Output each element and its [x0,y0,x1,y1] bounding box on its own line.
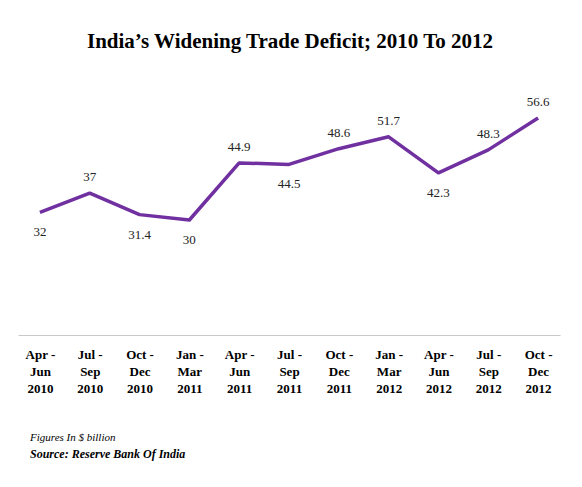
x-tick-label: Jul - Sep 2011 [277,347,302,396]
x-tick-label-line: Jul - [277,347,302,362]
x-tick-label-line: Mar [178,364,203,379]
x-tick: Jul - Sep 2011 [277,335,302,396]
x-axis-line [19,335,561,336]
x-tick-label-line: 2012 [526,381,552,396]
x-tick-label-line: Sep [279,364,299,379]
data-label: 48.3 [477,126,500,141]
data-label: 44.9 [228,139,251,154]
x-tick-label-line: 2011 [177,381,202,396]
data-label: 32 [33,224,46,239]
x-tick-label: Jan - Mar 2011 [176,347,204,396]
x-axis: Apr - Jun 2010 Jul - Sep 2010 Oct - Dec 2010 Jan … [19,335,561,396]
data-label: 44.5 [278,176,301,191]
x-tick-label-line: 2012 [476,381,502,396]
data-label: 51.7 [377,113,400,128]
x-tick-label-line: Dec [130,364,151,379]
x-tick-label-line: Dec [528,364,549,379]
series-line [40,118,538,220]
x-tick-label: Jul - Sep 2010 [77,347,103,396]
x-tick: Apr - Jun 2011 [225,335,255,396]
x-tick-label-line: Oct - [126,347,154,362]
x-tick-label-line: Jul - [78,347,103,362]
x-tick-label-line: Apr - [26,347,56,362]
x-tick-label: Apr - Jun 2010 [26,347,56,396]
x-tick-label-line: 2011 [277,381,302,396]
data-label: 42.3 [427,185,450,200]
data-label: 48.6 [327,125,350,140]
plot-area [40,118,538,220]
x-tick: Oct - Dec 2010 [126,335,154,396]
x-tick-label-line: 2010 [127,381,153,396]
x-tick-label: Jul - Sep 2012 [476,347,502,396]
annotation: Source: Reserve Bank Of India [30,447,185,461]
x-tick: Jan - Mar 2011 [176,335,204,396]
data-label: 37 [83,169,97,184]
x-tick-label-line: Oct - [325,347,353,362]
x-tick-label-line: 2012 [426,381,452,396]
x-tick: Jul - Sep 2012 [476,335,502,396]
x-tick-label-line: Dec [329,364,350,379]
x-tick-label-line: Oct - [525,347,553,362]
x-tick: Apr - Jun 2012 [424,335,454,396]
x-tick-label: Oct - Dec 2011 [325,347,353,396]
x-tick-label-line: 2012 [376,381,402,396]
x-tick-label: Jan - Mar 2012 [375,347,403,396]
x-tick-label: Oct - Dec 2010 [126,347,154,396]
x-tick-label-line: 2010 [27,381,53,396]
x-tick-label: Oct - Dec 2012 [525,347,553,396]
x-tick: Apr - Jun 2010 [26,335,56,396]
x-tick-label-line: Jul - [476,347,501,362]
x-tick-label-line: Jan - [375,347,403,362]
x-tick-label-line: Jun [229,364,251,379]
x-tick-label-line: Apr - [225,347,255,362]
x-tick-label-line: Sep [80,364,100,379]
x-tick-label-line: Jan - [176,347,204,362]
x-tick-label-line: 2010 [77,381,103,396]
title: India’s Widening Trade Deficit; 2010 To … [87,29,493,53]
data-label: 31.4 [128,227,151,242]
x-tick-label-line: Mar [377,364,402,379]
x-tick: Jul - Sep 2010 [77,335,103,396]
x-tick: Oct - Dec 2012 [525,335,553,396]
chart: India’s Widening Trade Deficit; 2010 To … [0,0,582,487]
x-tick-label-line: Jun [428,364,450,379]
annotation: Figures In $ billion [29,431,116,443]
x-tick: Oct - Dec 2011 [325,335,353,396]
data-label: 30 [183,232,196,247]
x-tick-label: Apr - Jun 2012 [424,347,454,396]
x-tick-label-line: Jun [30,364,52,379]
x-tick-label-line: Apr - [424,347,454,362]
data-label: 56.6 [527,94,550,109]
x-tick-label-line: 2011 [227,381,252,396]
x-tick-label-line: Sep [479,364,499,379]
x-tick-label-line: 2011 [327,381,352,396]
x-tick: Jan - Mar 2012 [375,335,403,396]
x-tick-label: Apr - Jun 2011 [225,347,255,396]
